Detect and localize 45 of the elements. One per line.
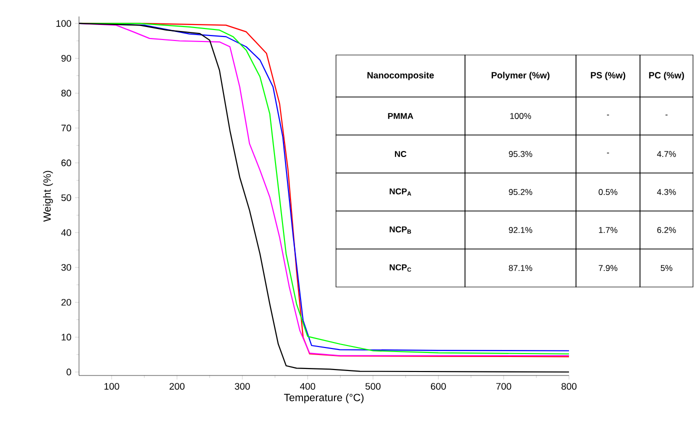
text: 7.9% — [598, 265, 618, 271]
annotation: Polymer (%w) — [492, 72, 550, 80]
annotation: PMMA — [388, 113, 414, 119]
annotation: 95.2% — [508, 189, 532, 195]
text: - — [665, 114, 668, 116]
y-tick-label: 10 — [62, 334, 72, 340]
text: 0.5% — [598, 189, 618, 195]
y-axis-title: Weight (%) — [43, 170, 53, 222]
x-tick-label: 300 — [234, 382, 250, 390]
annotation: 92.1% — [508, 227, 532, 233]
x-tick-label: 700 — [496, 382, 512, 390]
y-tick-label: 60 — [61, 160, 72, 166]
annotation: 95.3% — [508, 151, 532, 157]
y-tick-label: 90 — [61, 54, 72, 62]
x-tick-label: 600 — [430, 382, 446, 390]
y-tick-label: 50 — [61, 194, 72, 202]
annotation: NCP$_{C}$ — [390, 264, 412, 272]
y-tick-label: 80 — [61, 90, 72, 97]
x-tick-label: 100 — [104, 382, 120, 390]
x-tick-label: 500 — [365, 382, 381, 390]
x-tick-label: 200 — [170, 382, 185, 390]
y-tick-label: 30 — [61, 264, 72, 271]
text: PS (%w) — [590, 72, 626, 80]
text: - — [606, 152, 610, 154]
text: 5% — [660, 265, 672, 271]
text: - — [606, 114, 610, 116]
annotation: 100% — [510, 113, 532, 119]
text: 4.3% — [657, 189, 676, 195]
x-tick-label: 800 — [562, 382, 577, 390]
x-tick-label: 400 — [300, 382, 316, 390]
annotation: NCP$_{B}$ — [390, 226, 412, 234]
y-tick-label: 100 — [56, 20, 72, 27]
annotation: NC — [394, 151, 406, 157]
y-tick-label: 40 — [61, 229, 72, 236]
y-tick-label: 70 — [61, 124, 72, 132]
text: 4.7% — [657, 151, 676, 157]
y-tick-label: 20 — [61, 298, 72, 306]
text: 1.7% — [599, 227, 618, 233]
x-axis-title: Temperature (°C) — [284, 394, 364, 404]
annotation: 87.1% — [508, 265, 532, 271]
text: PC (%w) — [649, 72, 684, 80]
y-tick-label: 0 — [66, 368, 72, 376]
annotation: Nanocomposite — [367, 72, 434, 80]
text: 6.2% — [657, 227, 676, 233]
annotation: NCP$_{A}$ — [390, 188, 412, 196]
